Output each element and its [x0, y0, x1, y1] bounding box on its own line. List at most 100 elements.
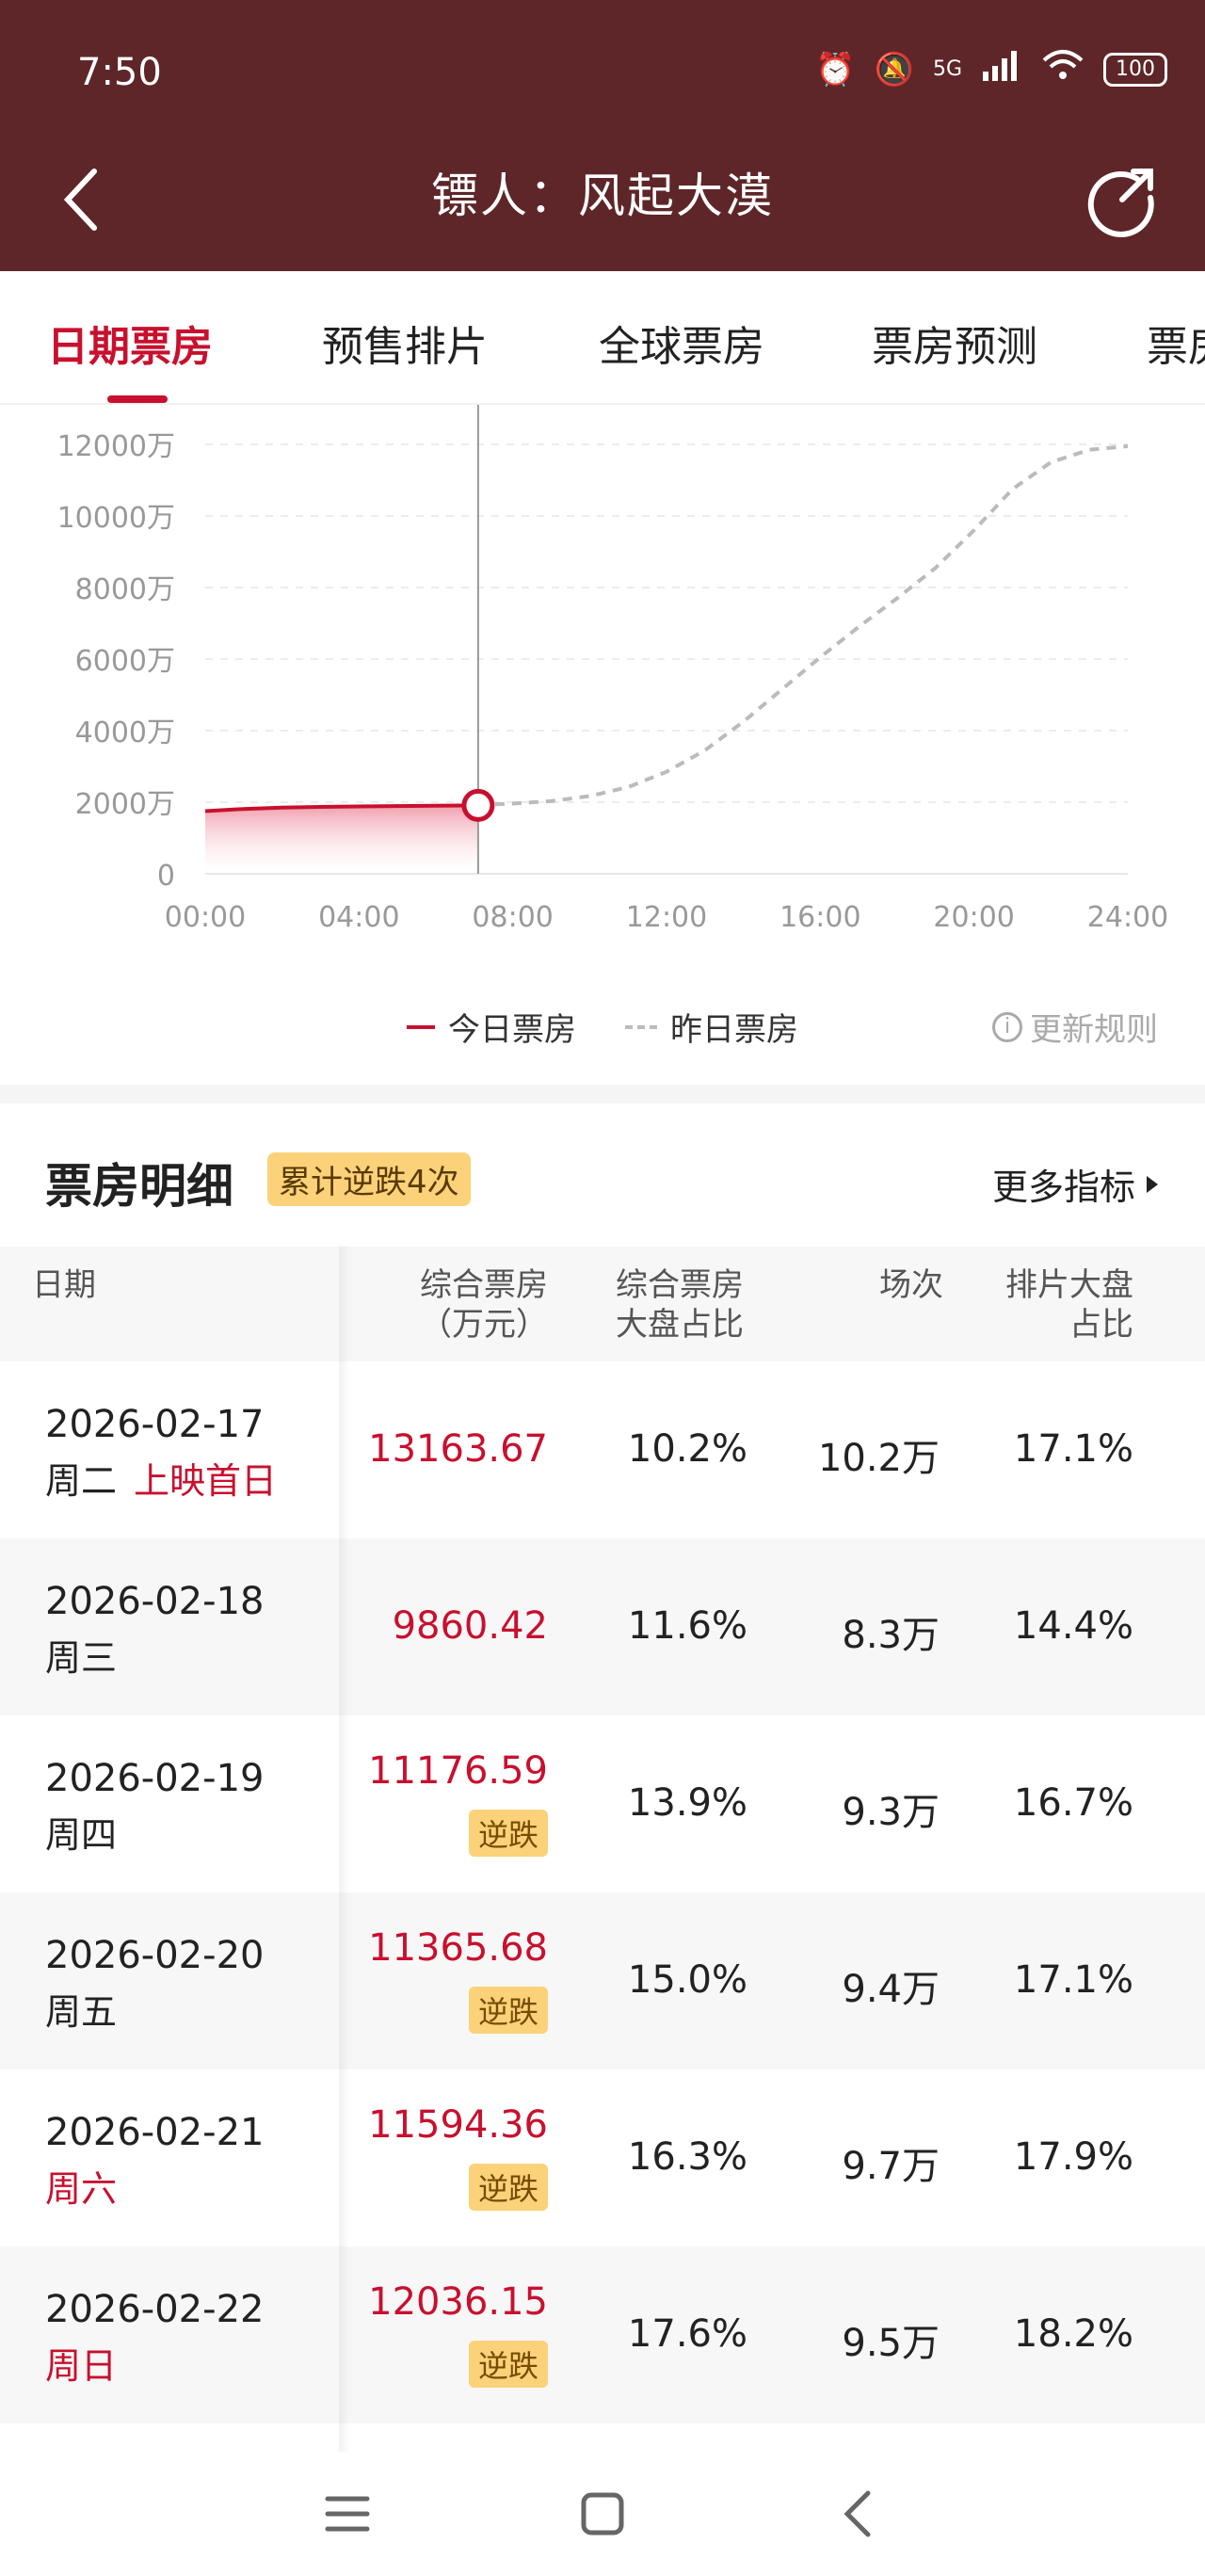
status-time: 7:50 [77, 51, 162, 94]
x-tick-label: 04:00 [318, 901, 399, 934]
row-schedule: 18.2% [1013, 2312, 1133, 2356]
tab-bar: 日期票房 预售排片 全球票房 票房预测 票房 [0, 271, 1205, 405]
line-chart-svg: 12000万 10000万 8000万 6000万 4000万 2000万 0 00:00 0… [57, 405, 1168, 934]
tab-global[interactable]: 全球票房 [599, 323, 764, 371]
y-tick-label: 8000万 [75, 573, 175, 606]
row-share: 13.9% [627, 1781, 747, 1825]
row-box-office: 13163.67 [368, 1427, 548, 1471]
th-share-line2: 大盘占比 [616, 1306, 744, 1344]
row-schedule: 17.1% [1013, 1427, 1133, 1471]
th-shows: 场次 [879, 1266, 943, 1304]
back-button[interactable] [53, 162, 109, 237]
row-box-office: 11594.36 [368, 2103, 548, 2147]
system-nav-bar [0, 2452, 1205, 2572]
update-rule-label: 更新规则 [1030, 1011, 1158, 1049]
signal-icon [981, 49, 1022, 89]
more-metrics-link[interactable]: 更多指标 [992, 1158, 1158, 1210]
x-tick-label: 20:00 [933, 901, 1014, 934]
th-box-office-line2: （万元） [420, 1306, 548, 1344]
table-row[interactable]: 2026-02-20 周五 11365.68 逆跌 15.0% 9.4万 17.1% [0, 1892, 1205, 2069]
row-share: 10.2% [627, 1427, 747, 1471]
network-label: 5G [932, 57, 962, 81]
yesterday-line [477, 443, 1129, 808]
row-weekday-label: 周六 [45, 2168, 118, 2210]
alarm-icon: ⏰ [815, 50, 856, 89]
reverse-count-badge: 累计逆跌4次 [267, 1152, 471, 1206]
th-box-office-line1: 综合票房 [420, 1266, 548, 1304]
battery-level: 100 [1116, 57, 1155, 81]
row-schedule: 17.9% [1013, 2135, 1133, 2179]
row-schedule: 14.4% [1013, 1604, 1133, 1648]
tab-more[interactable]: 票房 [1147, 323, 1205, 371]
current-point-marker[interactable] [461, 788, 495, 822]
menu-icon[interactable] [325, 2496, 370, 2532]
caret-right-icon [1147, 1175, 1158, 1193]
back-nav-icon[interactable] [844, 2490, 871, 2537]
row-shows: 9.5万 [842, 2322, 940, 2365]
active-tab-indicator [107, 395, 168, 403]
legend-swatch-yesterday [625, 1024, 657, 1029]
row-weekday: 周五 [45, 1983, 117, 2035]
row-shows: 9.3万 [842, 1791, 940, 1834]
tab-daily-box-office[interactable]: 日期票房 [47, 323, 213, 371]
reverse-tag: 逆跌 [468, 1810, 548, 1857]
battery-icon: 100 [1103, 52, 1167, 87]
box-office-table[interactable]: 日期 综合票房 （万元） 综合票房 大盘占比 场次 排片大盘 占比 2026-0… [0, 1247, 1205, 2452]
table-row[interactable]: 2026-02-17 周二 上映首日 13163.67 10.2% 10.2万 17.1% [0, 1361, 1205, 1538]
status-icons: ⏰ 🔕 5G 100 [815, 49, 1167, 89]
y-tick-label: 4000万 [75, 716, 175, 749]
x-tick-label: 12:00 [626, 901, 707, 934]
table-row[interactable]: 2026-02-22 周日 12036.15 逆跌 17.6% 9.5万 18.2% [0, 2246, 1205, 2423]
row-weekday: 周三 [45, 1629, 117, 1681]
info-icon: i [992, 1011, 1022, 1042]
row-date: 2026-02-21 [45, 2111, 265, 2154]
th-box-office: 综合票房 （万元） [420, 1265, 548, 1344]
th-share-line1: 综合票房 [616, 1266, 744, 1304]
reverse-tag: 逆跌 [468, 1987, 548, 2034]
section-divider [0, 1085, 1205, 1103]
row-box-office: 11176.59 [368, 1749, 548, 1793]
legend-label-yesterday: 昨日票房 [670, 1011, 798, 1049]
row-schedule: 17.1% [1013, 1958, 1133, 2002]
row-date: 2026-02-18 [45, 1580, 265, 1623]
home-icon[interactable] [581, 2492, 624, 2536]
y-tick-label: 2000万 [75, 788, 175, 821]
y-tick-label: 6000万 [75, 645, 175, 678]
detail-section-header: 票房明细 累计逆跌4次 更多指标 [0, 1103, 1205, 1247]
row-weekday: 周二 上映首日 [45, 1452, 277, 1504]
row-date: 2026-02-17 [45, 1403, 265, 1446]
row-box-office: 9860.42 [392, 1604, 548, 1648]
wifi-icon [1041, 49, 1084, 89]
table-header: 日期 综合票房 （万元） 综合票房 大盘占比 场次 排片大盘 占比 [0, 1247, 1205, 1361]
row-shows: 8.3万 [842, 1614, 940, 1657]
th-schedule: 排片大盘 占比 [1005, 1265, 1133, 1344]
th-share: 综合票房 大盘占比 [616, 1265, 744, 1344]
table-row[interactable]: 2026-02-19 周四 11176.59 逆跌 13.9% 9.3万 16.7% [0, 1715, 1205, 1892]
box-office-chart[interactable]: 12000万 10000万 8000万 6000万 4000万 2000万 0 00:00 0… [0, 405, 1205, 1083]
row-date: 2026-02-19 [45, 1757, 265, 1800]
fixed-column-shadow [339, 1247, 350, 2452]
page-title: 镖人：风起大漠 [431, 169, 774, 223]
legend-label-today: 今日票房 [448, 1011, 576, 1049]
row-share: 16.3% [627, 2135, 747, 2179]
update-rule-link[interactable]: i 更新规则 [992, 1004, 1158, 1050]
row-share: 15.0% [627, 1958, 747, 2002]
x-tick-label: 08:00 [472, 901, 553, 934]
x-tick-label: 00:00 [165, 901, 246, 934]
row-schedule: 16.7% [1013, 1781, 1133, 1825]
x-tick-label: 16:00 [779, 901, 860, 934]
share-button[interactable] [1084, 162, 1160, 237]
row-weekday: 周六 [45, 2160, 117, 2212]
table-row[interactable]: 2026-02-18 周三 9860.42 11.6% 8.3万 14.4% [0, 1538, 1205, 1715]
more-metrics-label: 更多指标 [991, 1167, 1135, 1208]
tab-presale[interactable]: 预售排片 [322, 323, 488, 371]
table-row[interactable]: 2026-02-21 周六 11594.36 逆跌 16.3% 9.7万 17.9% [0, 2069, 1205, 2246]
row-share: 17.6% [627, 2312, 747, 2356]
y-tick-label: 10000万 [57, 502, 175, 535]
th-schedule-line2: 占比 [1069, 1306, 1133, 1344]
row-shows: 9.4万 [842, 1968, 940, 2011]
row-shows: 9.7万 [842, 2145, 940, 2188]
th-date: 日期 [32, 1266, 96, 1304]
tab-forecast[interactable]: 票房预测 [872, 323, 1037, 371]
chart-legend: 今日票房 昨日票房 i 更新规则 [0, 996, 1205, 1053]
